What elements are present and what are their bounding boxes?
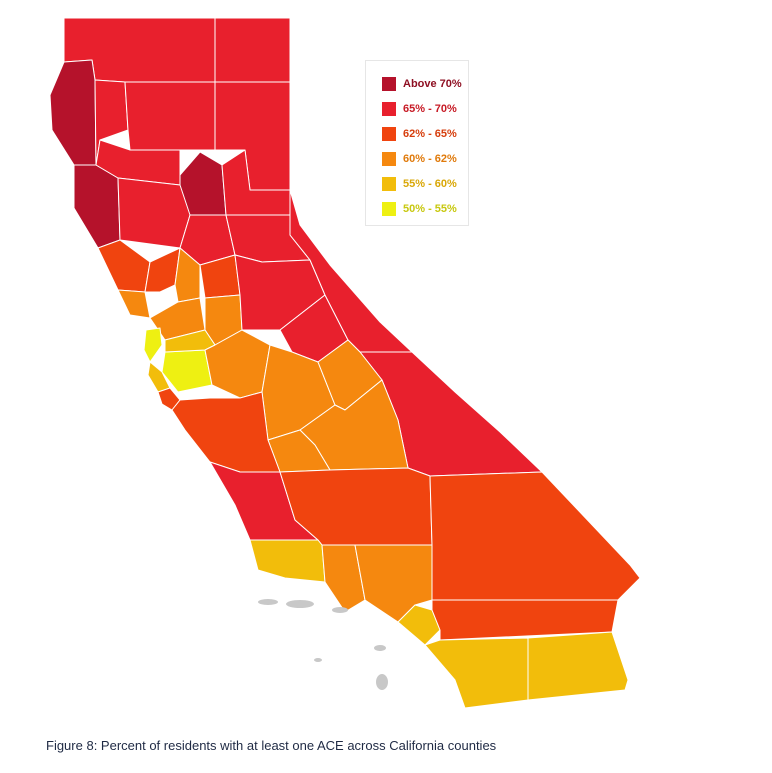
county-glenn-colusa: [117, 177, 191, 249]
county-solano: [149, 297, 206, 341]
legend-item: Above 70%: [382, 71, 468, 96]
legend-swatch: [382, 201, 396, 216]
county-modoc: [214, 17, 291, 83]
county-san-francisco: [143, 327, 163, 363]
channel-island: [374, 645, 386, 651]
channel-island: [286, 600, 314, 608]
county-marin: [117, 289, 151, 319]
legend-swatch: [382, 176, 396, 191]
county-san-bernardino: [429, 471, 641, 601]
county-monterey: [171, 391, 281, 473]
county-santa-barbara: [249, 539, 326, 583]
legend-swatch: [382, 151, 396, 166]
legend-label: 65% - 70%: [403, 102, 457, 115]
legend-swatch: [382, 76, 396, 91]
channel-island: [314, 658, 322, 662]
legend-item: 65% - 70%: [382, 96, 468, 121]
county-trinity: [94, 79, 129, 166]
county-humboldt-mendocino: [73, 164, 121, 249]
county-alameda: [161, 349, 213, 393]
legend-item: 55% - 60%: [382, 171, 468, 196]
county-san-diego: [424, 637, 529, 709]
map-legend: Above 70% 65% - 70% 62% - 65% 60% - 62% …: [365, 60, 469, 226]
channel-island: [258, 599, 278, 605]
county-napa-lake: [144, 247, 181, 293]
legend-label: 60% - 62%: [403, 152, 457, 165]
legend-swatch: [382, 101, 396, 116]
legend-item: 60% - 62%: [382, 146, 468, 171]
county-ventura: [321, 544, 366, 613]
county-shasta: [124, 81, 216, 151]
figure-caption: Figure 8: Percent of residents with at l…: [46, 738, 497, 753]
legend-label: 50% - 55%: [403, 202, 457, 215]
county-yolo: [174, 247, 201, 303]
legend-label: Above 70%: [403, 77, 462, 90]
channel-island: [376, 674, 388, 690]
county-imperial: [527, 631, 629, 701]
county-sonoma: [97, 239, 151, 293]
legend-swatch: [382, 126, 396, 141]
channel-island: [332, 607, 348, 613]
legend-label: 62% - 65%: [403, 127, 457, 140]
legend-item: 50% - 55%: [382, 196, 468, 221]
legend-label: 55% - 60%: [403, 177, 457, 190]
county-del-norte: [49, 59, 97, 166]
legend-item: 62% - 65%: [382, 121, 468, 146]
